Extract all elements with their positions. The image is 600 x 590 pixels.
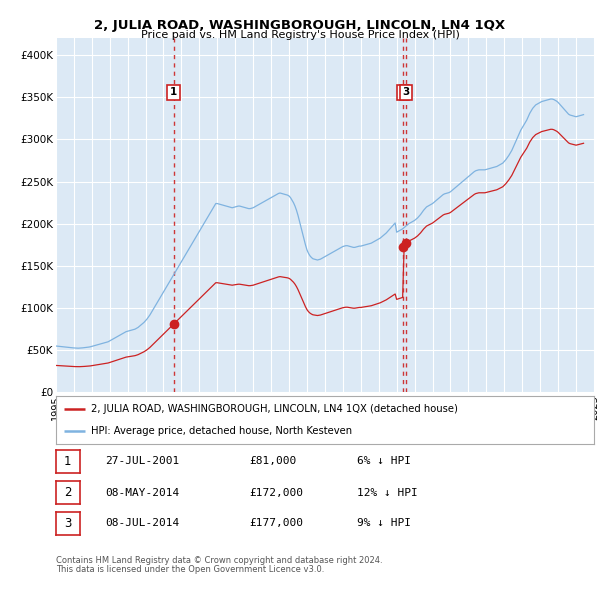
Text: 9% ↓ HPI: 9% ↓ HPI xyxy=(357,519,411,528)
Text: HPI: Average price, detached house, North Kesteven: HPI: Average price, detached house, Nort… xyxy=(91,426,352,436)
Text: 1: 1 xyxy=(64,455,71,468)
Text: £177,000: £177,000 xyxy=(249,519,303,528)
Text: 3: 3 xyxy=(64,517,71,530)
Text: 2, JULIA ROAD, WASHINGBOROUGH, LINCOLN, LN4 1QX (detached house): 2, JULIA ROAD, WASHINGBOROUGH, LINCOLN, … xyxy=(91,404,458,414)
Text: 08-JUL-2014: 08-JUL-2014 xyxy=(105,519,179,528)
Text: £172,000: £172,000 xyxy=(249,488,303,497)
Text: 27-JUL-2001: 27-JUL-2001 xyxy=(105,457,179,466)
Text: Contains HM Land Registry data © Crown copyright and database right 2024.: Contains HM Land Registry data © Crown c… xyxy=(56,556,382,565)
Text: 2, JULIA ROAD, WASHINGBOROUGH, LINCOLN, LN4 1QX: 2, JULIA ROAD, WASHINGBOROUGH, LINCOLN, … xyxy=(94,19,506,32)
Text: Price paid vs. HM Land Registry's House Price Index (HPI): Price paid vs. HM Land Registry's House … xyxy=(140,30,460,40)
Text: £81,000: £81,000 xyxy=(249,457,296,466)
Text: 2: 2 xyxy=(64,486,71,499)
Text: 6% ↓ HPI: 6% ↓ HPI xyxy=(357,457,411,466)
Text: 2: 2 xyxy=(400,87,407,97)
Text: 1: 1 xyxy=(170,87,177,97)
Text: 08-MAY-2014: 08-MAY-2014 xyxy=(105,488,179,497)
Text: 3: 3 xyxy=(403,87,410,97)
Text: 12% ↓ HPI: 12% ↓ HPI xyxy=(357,488,418,497)
Text: This data is licensed under the Open Government Licence v3.0.: This data is licensed under the Open Gov… xyxy=(56,565,324,574)
